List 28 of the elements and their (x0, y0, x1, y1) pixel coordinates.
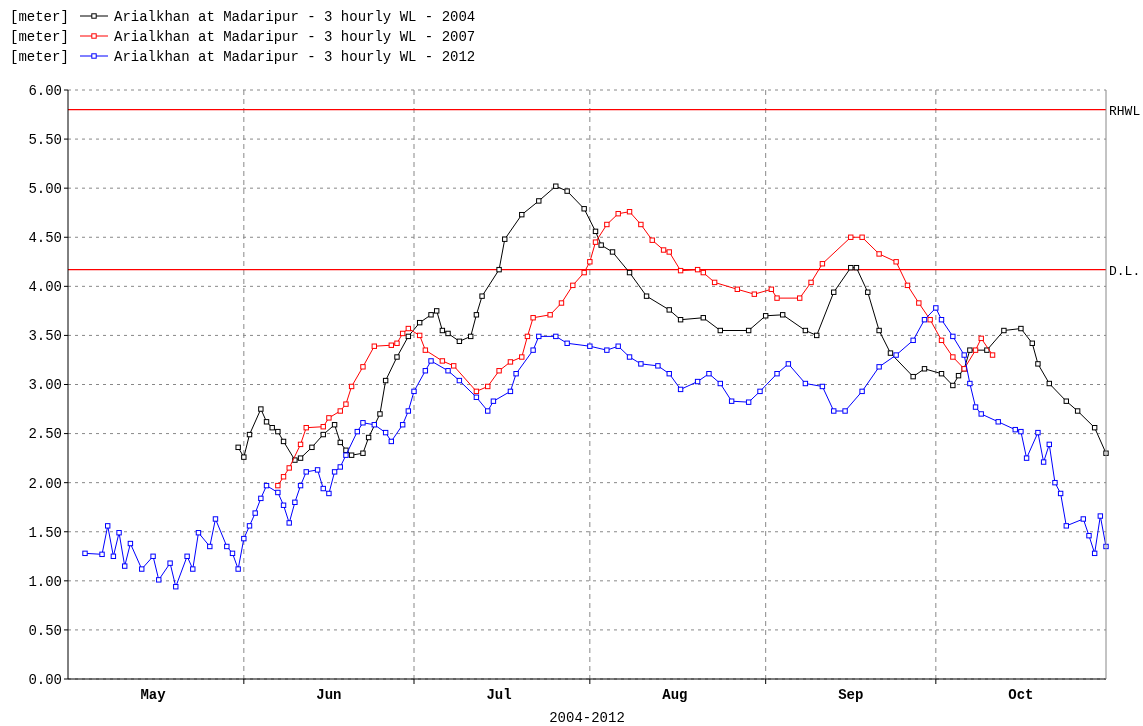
y-tick-label: 0.00 (28, 671, 62, 688)
legend-label: Arialkhan at Madaripur - 3 hourly WL - 2012 (114, 49, 476, 65)
y-axis-title: [meter] (10, 49, 69, 65)
y-tick-label: 6.00 (28, 82, 62, 99)
y-tick-label: 4.50 (28, 230, 62, 247)
y-tick-label: 2.00 (28, 475, 62, 492)
x-tick-label: May (140, 687, 167, 703)
y-tick-label: 1.00 (28, 573, 62, 590)
legend-label: Arialkhan at Madaripur - 3 hourly WL - 2007 (114, 29, 476, 45)
text: [meter] (10, 29, 69, 45)
y-tick-label: 1.50 (28, 524, 62, 541)
x-axis-title: 2004-2012 (549, 710, 625, 726)
y-tick-label: 4.00 (28, 279, 62, 296)
x-tick-label: Aug (662, 687, 688, 703)
legend-label: Arialkhan at Madaripur - 3 hourly WL - 2004 (114, 9, 476, 25)
y-tick-label: 0.50 (28, 622, 62, 639)
y-tick-label: 2.50 (28, 426, 62, 443)
ref-line-label: RHWL (1109, 103, 1141, 119)
x-tick-label: Jul (486, 687, 512, 703)
y-tick-label: 3.00 (28, 377, 62, 394)
x-tick-label: Jun (316, 687, 342, 703)
ref-line-label: D.L. (1109, 263, 1141, 279)
x-tick-label: Sep (838, 687, 864, 703)
text: [meter] (10, 9, 69, 25)
x-tick-label: Oct (1008, 687, 1034, 703)
y-tick-label: 5.50 (28, 131, 62, 148)
y-tick-label: 3.50 (28, 328, 62, 345)
y-tick-label: 5.00 (28, 181, 62, 198)
